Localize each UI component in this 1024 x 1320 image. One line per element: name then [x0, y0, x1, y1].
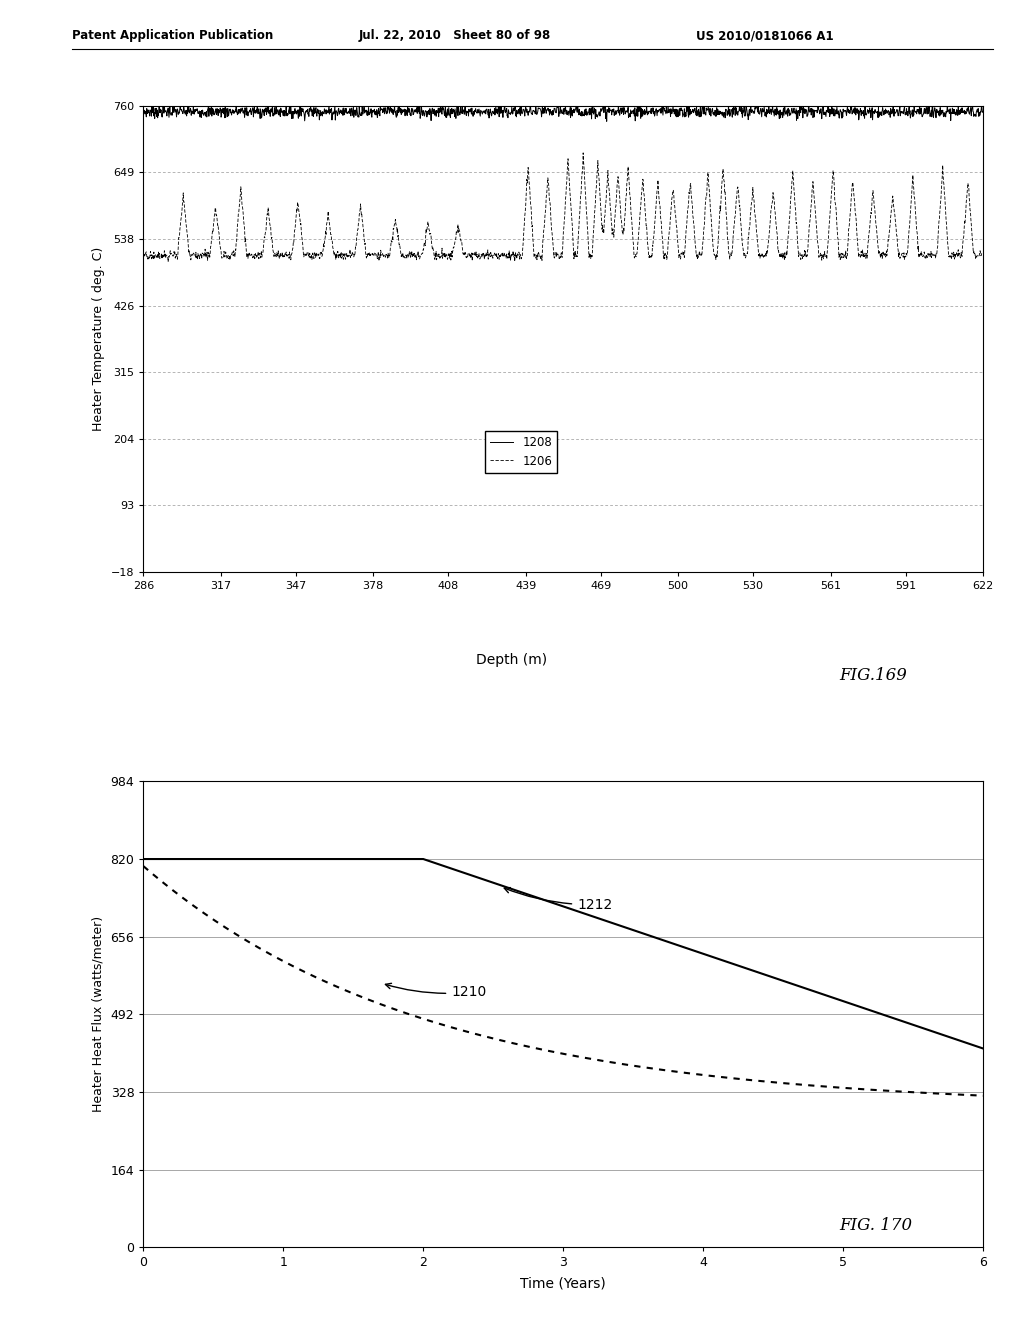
1206 [546, 226, 558, 242]
Text: Patent Application Publication: Patent Application Publication [72, 29, 273, 42]
1206 [577, 145, 589, 161]
1206 [799, 243, 811, 259]
Y-axis label: Heater Heat Flux (watts/meter): Heater Heat Flux (watts/meter) [92, 916, 104, 1113]
1206 [523, 181, 536, 197]
1208 [523, 104, 536, 120]
Legend: 1208, 1206: 1208, 1206 [485, 432, 557, 473]
Line: 1208: 1208 [143, 100, 983, 121]
Text: 1210: 1210 [385, 983, 486, 999]
Text: US 2010/0181066 A1: US 2010/0181066 A1 [696, 29, 834, 42]
1206 [977, 244, 989, 260]
1206 [953, 246, 966, 261]
1208 [799, 106, 811, 121]
Text: Depth (m): Depth (m) [476, 653, 548, 668]
1206 [953, 247, 966, 263]
Text: FIG. 170: FIG. 170 [840, 1217, 912, 1234]
Text: 1212: 1212 [504, 887, 612, 912]
Text: Jul. 22, 2010   Sheet 80 of 98: Jul. 22, 2010 Sheet 80 of 98 [358, 29, 551, 42]
1206 [180, 220, 193, 236]
1208 [546, 104, 558, 120]
1208 [600, 114, 612, 129]
Y-axis label: Heater Temperature ( deg. C): Heater Temperature ( deg. C) [92, 247, 105, 430]
Text: FIG.169: FIG.169 [840, 667, 907, 684]
X-axis label: Time (Years): Time (Years) [520, 1276, 606, 1291]
1206 [137, 248, 150, 264]
1208 [180, 103, 193, 119]
1208 [953, 103, 966, 119]
1208 [953, 107, 966, 123]
Line: 1206: 1206 [143, 153, 983, 261]
1208 [977, 104, 989, 120]
1208 [137, 99, 150, 115]
1208 [803, 92, 815, 108]
1206 [162, 253, 174, 269]
